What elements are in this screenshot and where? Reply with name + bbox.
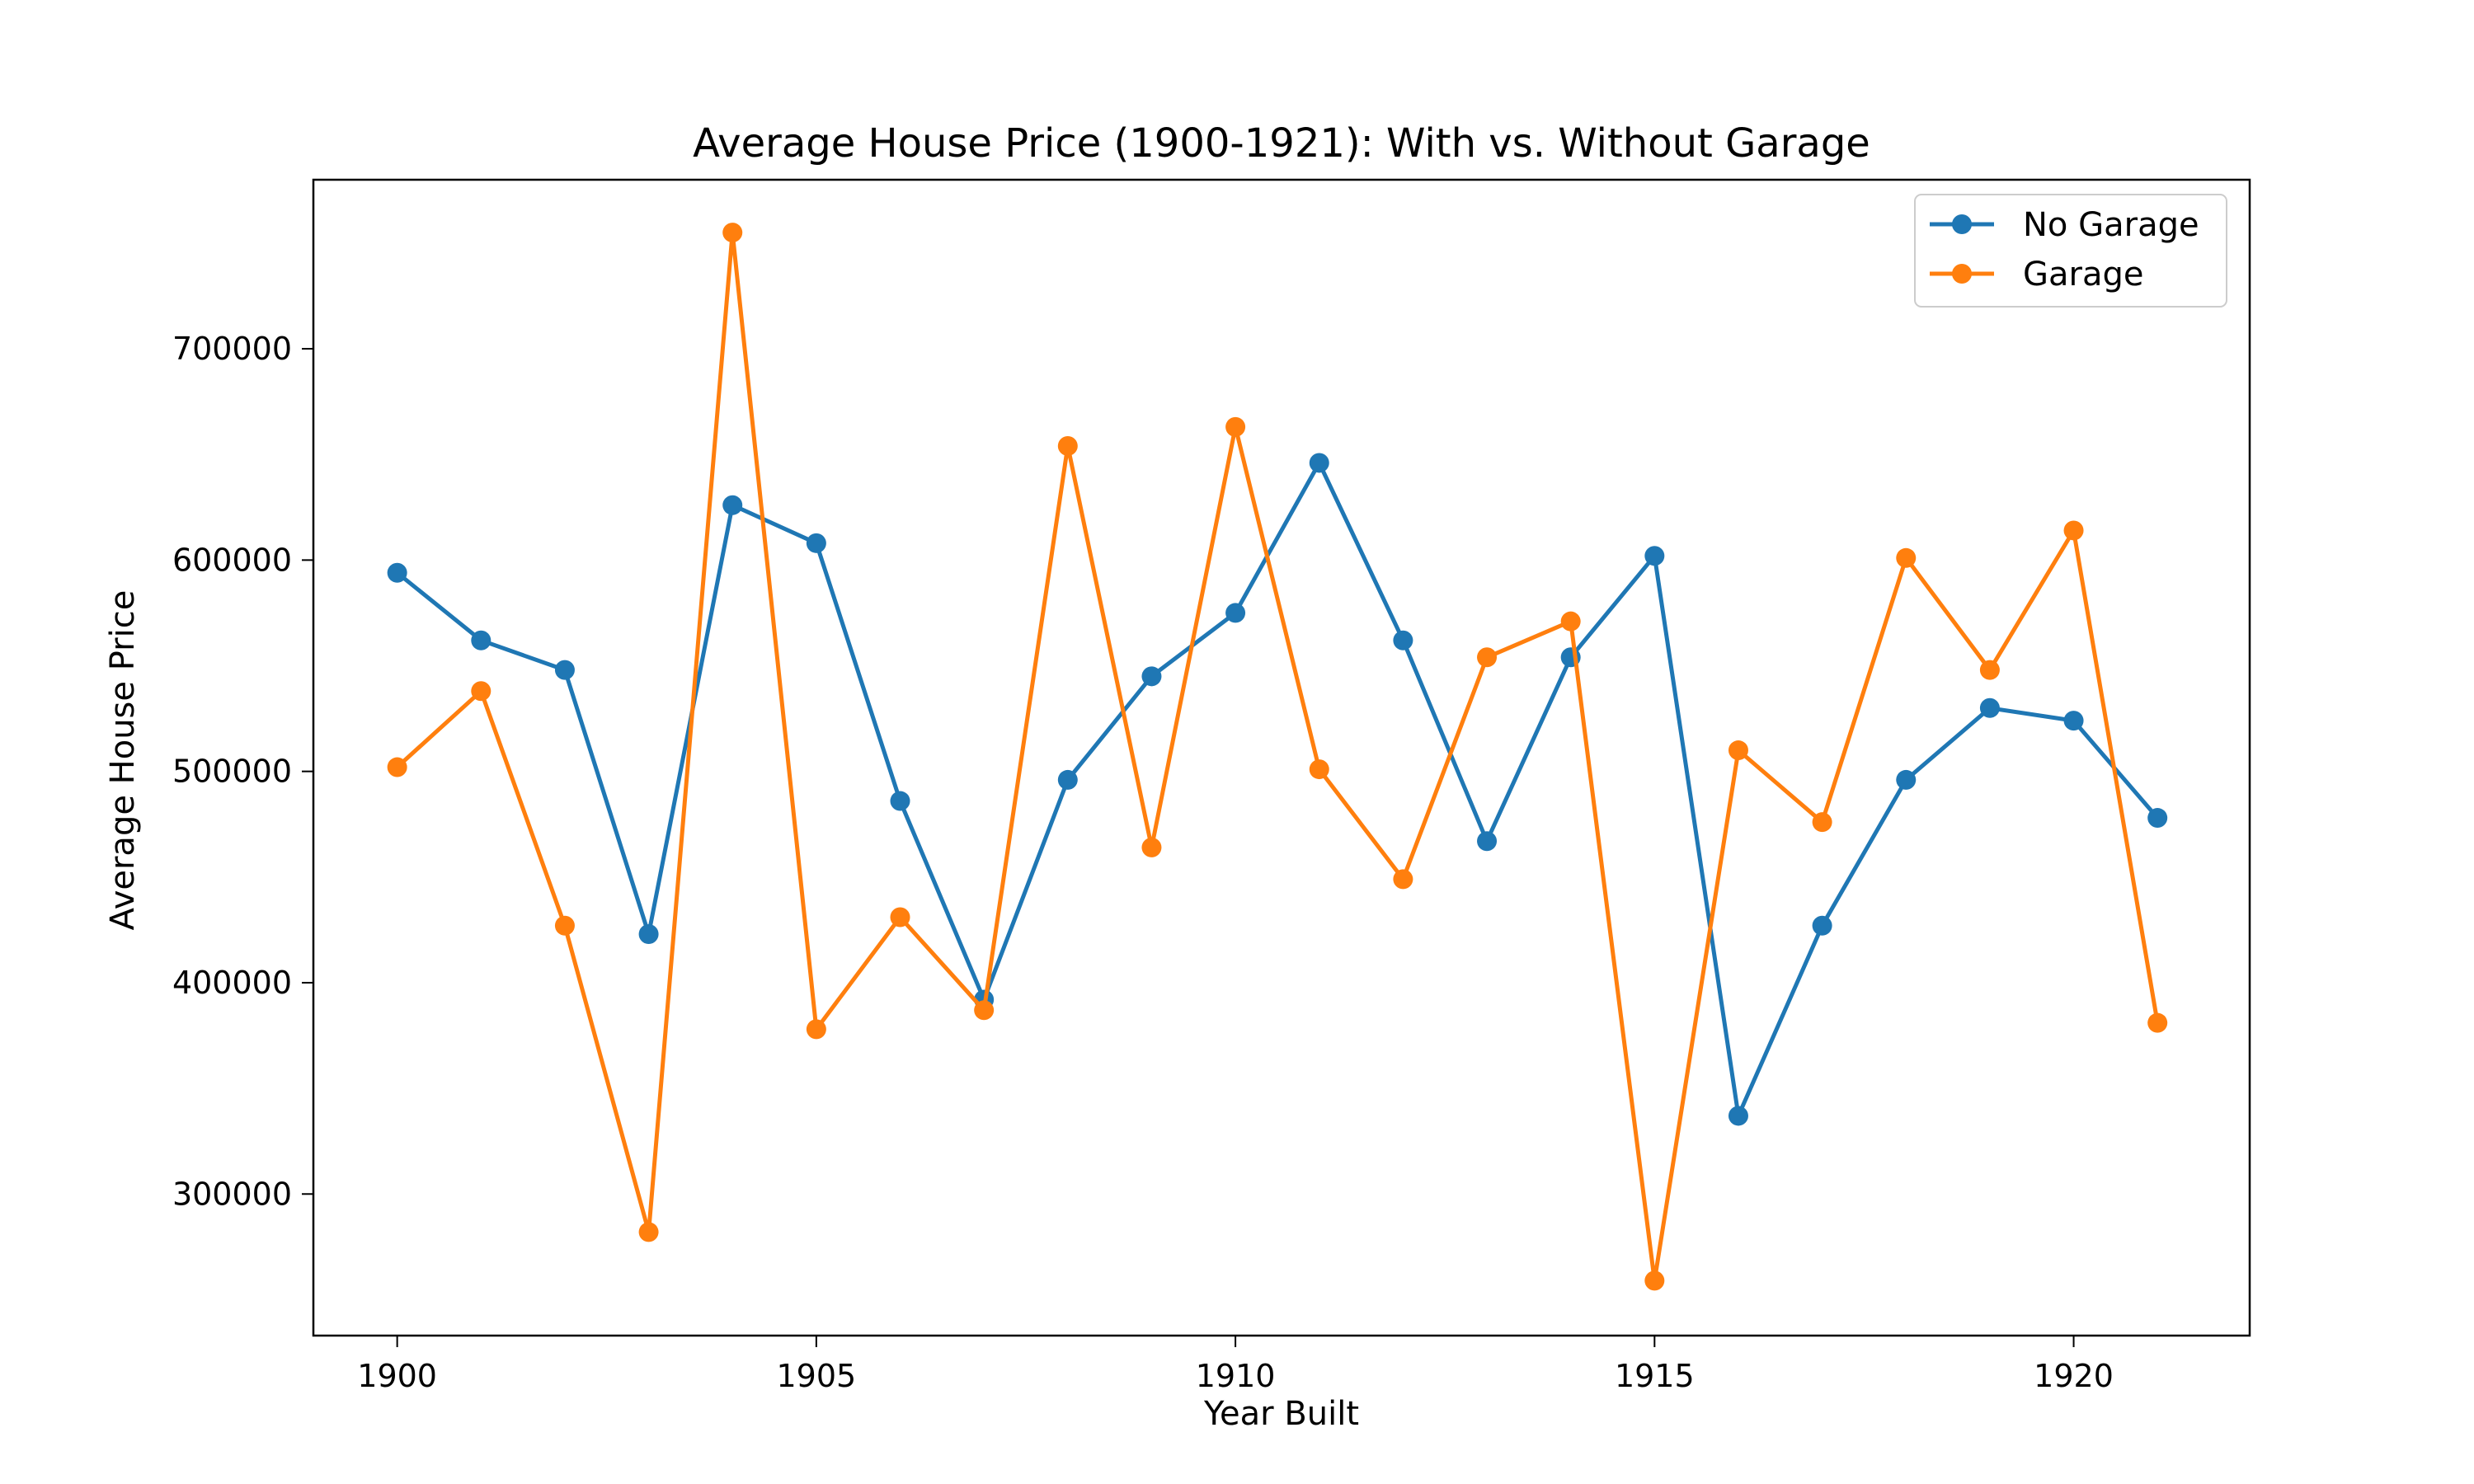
data-point-no-garage [1477, 831, 1498, 852]
data-point-no-garage [1309, 453, 1329, 473]
data-point-garage [2147, 1012, 2168, 1033]
data-point-no-garage [638, 924, 659, 945]
data-point-garage [1644, 1270, 1665, 1291]
data-point-garage [1728, 740, 1748, 761]
y-axis-label: Average House Price [104, 590, 142, 931]
data-point-no-garage [1896, 769, 1917, 790]
data-point-no-garage [554, 660, 575, 680]
data-point-garage [1812, 812, 1832, 833]
data-point-garage [1141, 837, 1162, 857]
data-point-garage [554, 915, 575, 936]
data-point-no-garage [1141, 666, 1162, 687]
data-point-garage [1896, 547, 1917, 568]
x-tick-label: 1905 [777, 1358, 857, 1394]
series-line-garage [395, 230, 2160, 1283]
legend-dot-no-garage [1952, 214, 1972, 234]
legend-label-garage: Garage [2023, 256, 2143, 294]
data-point-no-garage [806, 533, 826, 553]
data-point-garage [890, 907, 910, 928]
data-point-no-garage [387, 562, 407, 583]
chart-title: Average House Price (1900-1921): With vs… [693, 120, 1870, 167]
data-point-garage [722, 223, 743, 243]
data-point-garage [387, 757, 407, 777]
data-point-no-garage [1812, 915, 1832, 936]
data-point-garage [806, 1019, 826, 1040]
data-point-garage [1057, 435, 1078, 456]
legend-dot-garage [1952, 264, 1972, 284]
x-tick-label: 1900 [357, 1358, 437, 1394]
data-point-garage [638, 1222, 659, 1242]
data-point-no-garage [1057, 769, 1078, 790]
plot-background [313, 180, 2250, 1336]
data-point-no-garage [1979, 697, 2000, 718]
data-point-no-garage [2063, 711, 2084, 731]
legend: No Garage Garage [1914, 194, 2227, 308]
data-point-no-garage [471, 630, 492, 650]
y-tick-label: 500000 [172, 754, 292, 790]
x-tick-label: 1915 [1615, 1358, 1695, 1394]
y-tick-label: 600000 [172, 542, 292, 578]
data-point-no-garage [890, 791, 910, 811]
data-point-garage [1979, 660, 2000, 680]
legend-label-no-garage: No Garage [2023, 206, 2199, 244]
data-point-garage [1309, 759, 1329, 780]
data-point-garage [471, 681, 492, 702]
plot-area: 1900 1905 1910 1915 1920 300000 400000 500000 60… [172, 178, 2251, 1394]
data-point-garage [1560, 611, 1581, 632]
data-point-no-garage [722, 495, 743, 515]
data-point-garage [2063, 520, 2084, 541]
data-point-no-garage [2147, 808, 2168, 829]
y-tick-label: 700000 [172, 331, 292, 367]
data-point-no-garage [1393, 630, 1413, 650]
x-axis-label: Year Built [1203, 1395, 1359, 1433]
data-point-no-garage [1644, 546, 1665, 566]
data-point-garage [1393, 869, 1413, 890]
data-point-no-garage [1225, 603, 1246, 623]
data-point-garage [1225, 416, 1246, 437]
y-tick-label: 400000 [172, 965, 292, 1001]
plot-frame [312, 178, 2251, 1337]
data-point-garage [1477, 647, 1498, 668]
data-point-no-garage [1728, 1106, 1748, 1126]
data-point-garage [974, 1000, 995, 1021]
x-tick-label: 1920 [2034, 1358, 2114, 1394]
x-tick-label: 1910 [1196, 1358, 1276, 1394]
y-tick-label: 300000 [172, 1176, 292, 1212]
